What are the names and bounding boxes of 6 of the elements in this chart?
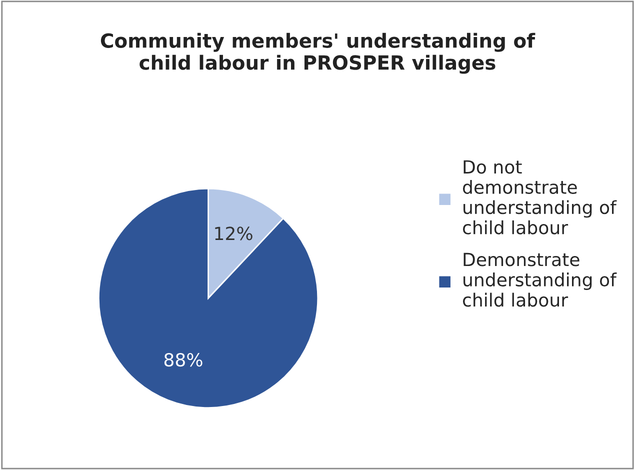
data-label: 88% xyxy=(164,352,202,367)
legend-label: Do not demonstrate understanding of child labour xyxy=(462,160,617,234)
chart-title: Community members' understanding of child labour in PROSPER villages xyxy=(100,32,536,74)
data-label: 12% xyxy=(215,226,252,240)
legend-label: Demonstrate understanding of child labour xyxy=(462,252,617,307)
pie-slice xyxy=(98,188,319,409)
